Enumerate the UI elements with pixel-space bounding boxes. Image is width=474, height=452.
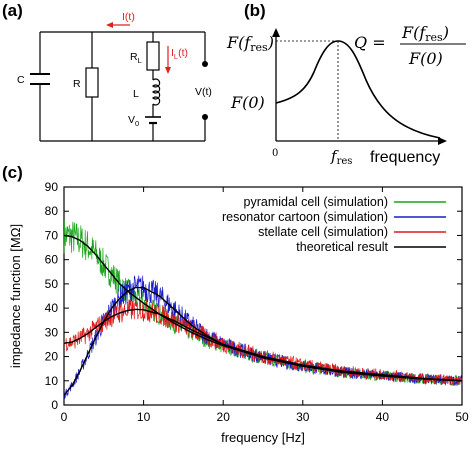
- c-y-tick-label: 20: [45, 350, 59, 364]
- c-legend-label: pyramidal cell (simulation): [244, 195, 389, 209]
- c-y-tick-label: 0: [51, 398, 58, 412]
- resistor-r-label: R: [73, 78, 81, 90]
- panel-a-label: (a): [2, 1, 23, 20]
- b-q-numerator: F(fres): [401, 23, 449, 44]
- c-y-tick-label: 90: [45, 180, 59, 194]
- resistor-r: [85, 67, 99, 98]
- b-y-bottom-label: F(0): [230, 93, 265, 112]
- b-q-denominator: F(0): [408, 49, 443, 68]
- b-y-top-label: F(fres): [226, 33, 274, 54]
- terminal-bottom: [202, 114, 208, 120]
- c-chart: 0 10 20 30 40 50 0 10 20 30 40 50 60 70 80 90 frequency …: [8, 180, 469, 445]
- current-branch-arrowhead: [165, 67, 171, 74]
- c-theory-line: [63, 286, 463, 396]
- c-x-tick-label: 50: [455, 410, 469, 424]
- b-q-label: Q =: [354, 33, 386, 52]
- c-plot-frame: [63, 186, 463, 406]
- c-x-tick-label: 0: [61, 410, 68, 424]
- current-total-label: I(t): [122, 11, 135, 23]
- c-y-tick-label: 60: [45, 253, 59, 267]
- c-legend-label: resonator cartoon (simulation): [222, 210, 388, 224]
- b-x-axis-label: frequency: [370, 149, 440, 166]
- c-x-tick-label: 40: [376, 410, 390, 424]
- terminal-top: [202, 61, 208, 67]
- c-y-tick-label: 40: [45, 301, 59, 315]
- c-y-tick-label: 70: [45, 228, 59, 242]
- voltage-label: V(t): [195, 86, 212, 98]
- panel-c-label: (c): [2, 163, 23, 182]
- c-y-tick-label: 10: [45, 374, 59, 388]
- c-series-line: [63, 298, 463, 387]
- b-x-arrowhead: [438, 137, 447, 145]
- panel-b-label: (b): [244, 1, 266, 20]
- c-y-axis-label: impedance function [MΩ]: [8, 224, 23, 368]
- b-x-zero: 0: [272, 148, 278, 159]
- battery-label: V0: [128, 114, 139, 128]
- c-y-tick-label: 80: [45, 204, 59, 218]
- inductor-coil: [152, 78, 161, 106]
- panel-c: (c) 0 10 20 30 40 50 0 10 20 30 40 50 60 70 80 90 freque…: [2, 163, 469, 445]
- c-x-tick-label: 30: [296, 410, 310, 424]
- resistor-rl: [146, 41, 160, 71]
- panel-b: (b) F(fres) F(0) Q = F(fres) F(0) 0 fres…: [226, 1, 466, 167]
- c-x-tick-label: 20: [217, 410, 231, 424]
- c-legend-label: theoretical result: [296, 240, 388, 254]
- c-theory-line: [63, 308, 463, 382]
- current-branch-label: IL(t): [171, 47, 188, 61]
- resistor-rl-label: RL: [130, 51, 142, 65]
- c-x-axis-label: frequency [Hz]: [221, 430, 305, 445]
- panel-a: (a): [2, 1, 212, 142]
- c-y-tick-label: 50: [45, 277, 59, 291]
- c-y-tick-label: 30: [45, 325, 59, 339]
- b-resonance-curve: [275, 40, 441, 139]
- current-total-arrowhead: [106, 22, 113, 28]
- c-x-tick-label: 10: [137, 410, 151, 424]
- b-y-arrowhead: [272, 28, 280, 37]
- capacitor-label: C: [17, 74, 25, 86]
- inductor-label: L: [133, 88, 139, 100]
- b-x-fres: fres: [330, 147, 352, 167]
- c-legend-label: stellate cell (simulation): [258, 225, 388, 239]
